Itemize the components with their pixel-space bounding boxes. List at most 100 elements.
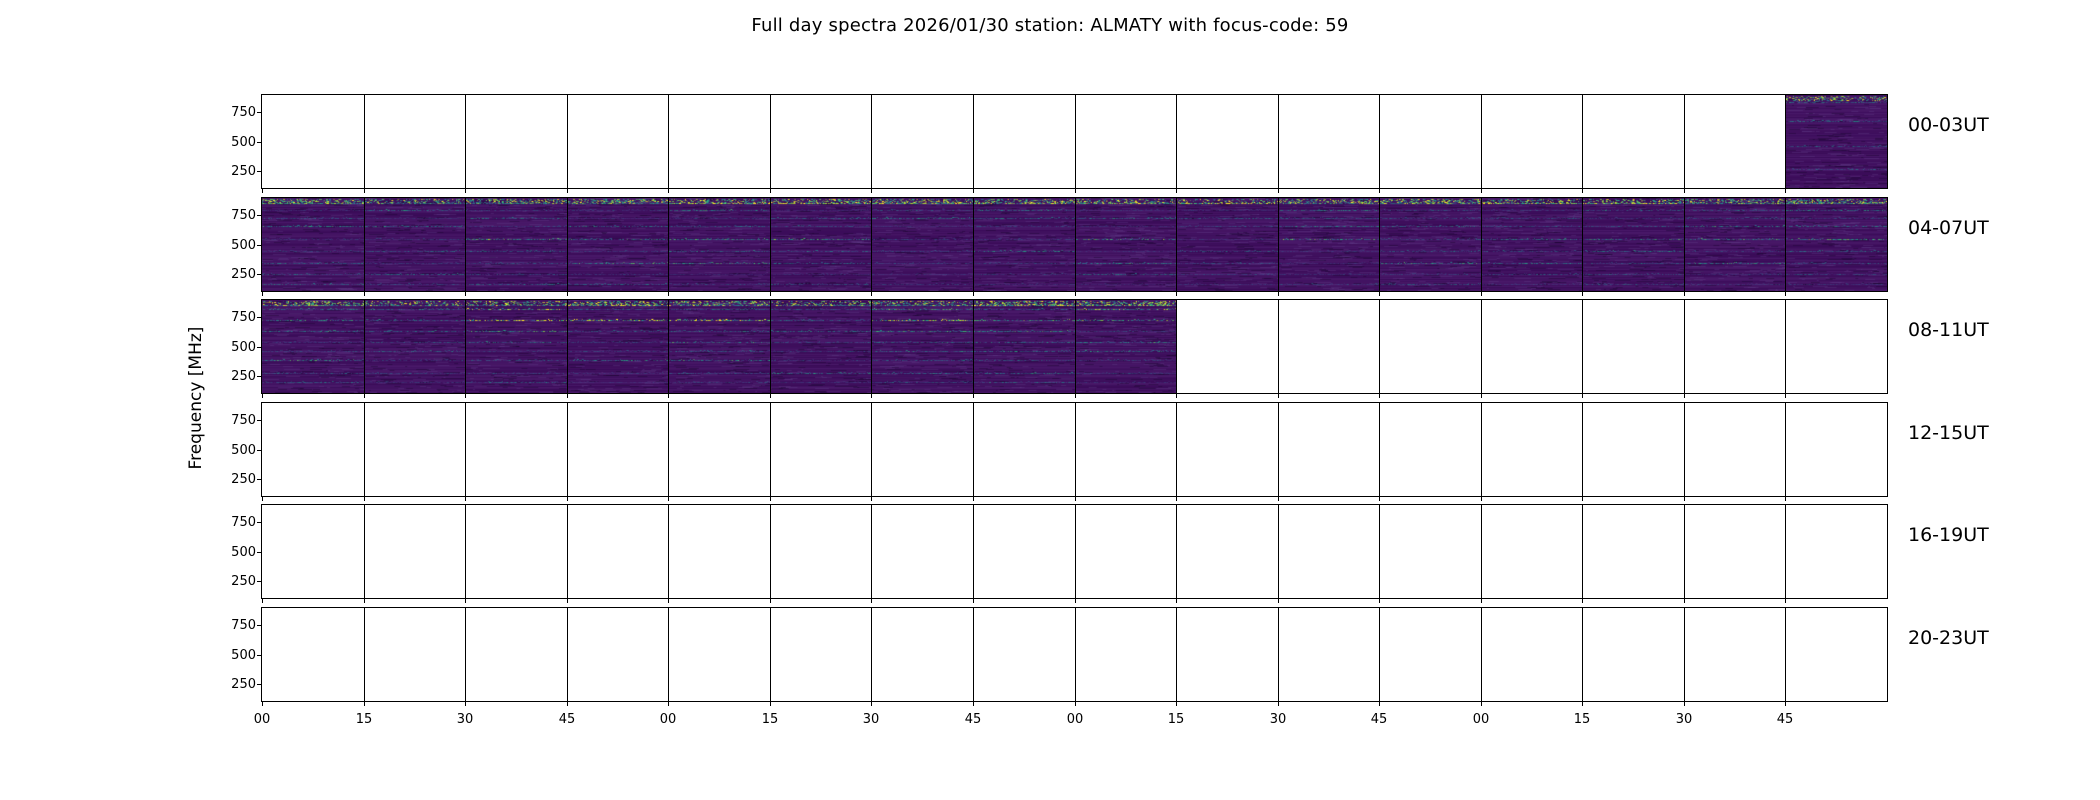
row-label: 08-11UT [1908, 319, 1989, 341]
x-tick-label: 15 [1167, 712, 1185, 727]
x-tick-label: 45 [558, 712, 576, 727]
x-tick-mark [465, 702, 466, 706]
x-tick-mark [1582, 394, 1583, 398]
x-tick-mark [364, 702, 365, 706]
empty-segment [1785, 608, 1887, 701]
spectrogram-segment [1480, 198, 1583, 291]
spectrogram-segment [1176, 198, 1278, 291]
x-tick-label: 00 [1066, 712, 1084, 727]
x-tick-mark [1684, 599, 1685, 603]
y-tick-label: 250 [231, 677, 256, 692]
spectrogram-segment [871, 300, 973, 393]
spectrogram-canvas [1481, 198, 1583, 291]
x-tick-mark [262, 497, 263, 501]
row-label: 20-23UT [1908, 627, 1989, 649]
empty-segment [1277, 95, 1380, 188]
spectrogram-canvas [973, 300, 1075, 393]
x-tick-mark [1176, 394, 1177, 398]
y-tick-label: 250 [231, 369, 256, 384]
x-tick-mark [1785, 189, 1786, 193]
empty-segment [1277, 300, 1380, 393]
x-tick-mark [1481, 189, 1482, 193]
x-tick-mark [1481, 394, 1482, 398]
y-tick-mark [257, 112, 261, 113]
x-tick-mark [668, 599, 669, 603]
spectrogram-canvas [770, 198, 872, 291]
x-tick-mark [465, 189, 466, 193]
spectrogram-segment [465, 198, 567, 291]
empty-segment [769, 608, 872, 701]
x-tick-label: 15 [1573, 712, 1591, 727]
x-tick-mark [871, 497, 872, 501]
x-tick-mark [1481, 497, 1482, 501]
empty-segment [1277, 403, 1380, 496]
x-tick-mark [1379, 702, 1380, 706]
y-axis-label: Frequency [MHz] [186, 326, 206, 470]
spectrogram-canvas [669, 300, 770, 393]
empty-segment [1176, 95, 1278, 188]
y-tick-mark [257, 684, 261, 685]
x-tick-label: 45 [964, 712, 982, 727]
y-tick-mark [257, 479, 261, 480]
x-tick-mark [262, 394, 263, 398]
x-tick-mark [871, 599, 872, 603]
empty-segment [1074, 505, 1177, 598]
spectrogram-segment [1582, 198, 1684, 291]
x-tick-mark [973, 497, 974, 501]
spectrogram-segment [363, 300, 466, 393]
spectrogram-segment [566, 198, 669, 291]
spectrogram-segment [566, 300, 669, 393]
spectra-row-00-03UT: 750 500 250 [231, 94, 1888, 189]
x-tick-mark [1379, 497, 1380, 501]
empty-segment [1074, 608, 1177, 701]
x-tick-mark [1075, 702, 1076, 706]
x-tick-mark [770, 292, 771, 296]
x-tick-mark [1176, 497, 1177, 501]
x-tick-mark [668, 702, 669, 706]
spectrogram-canvas [1583, 198, 1684, 291]
spectra-row-12-15UT: 750 500 250 [231, 402, 1888, 497]
y-tick-label: 750 [231, 413, 256, 428]
x-tick-mark [1785, 292, 1786, 296]
x-tick-mark [1684, 292, 1685, 296]
empty-segment [1176, 505, 1278, 598]
x-tick-mark [973, 702, 974, 706]
empty-segment [566, 403, 669, 496]
x-tick-mark [1684, 702, 1685, 706]
empty-segment [972, 403, 1075, 496]
spectrogram-segment [262, 198, 364, 291]
y-tick-label: 750 [231, 618, 256, 633]
x-tick-mark [567, 497, 568, 501]
empty-segment [1176, 608, 1278, 701]
x-tick-mark [1278, 599, 1279, 603]
y-tick-label: 500 [231, 545, 256, 560]
empty-segment [566, 95, 669, 188]
spectrogram-canvas [364, 300, 466, 393]
y-tick-mark [257, 215, 261, 216]
spectrogram-segment [465, 300, 567, 393]
spectrogram-canvas [1380, 198, 1481, 291]
spectrogram-canvas [1075, 198, 1177, 291]
empty-segment [871, 608, 973, 701]
empty-segment [1074, 403, 1177, 496]
x-tick-mark [567, 292, 568, 296]
x-tick-label: 30 [862, 712, 880, 727]
empty-segment [1683, 95, 1786, 188]
y-tick-mark [257, 625, 261, 626]
y-tick-mark [257, 317, 261, 318]
x-tick-mark [1379, 292, 1380, 296]
row-label: 04-07UT [1908, 217, 1989, 239]
empty-segment [1176, 300, 1278, 393]
x-tick-mark [668, 189, 669, 193]
row-label: 16-19UT [1908, 524, 1989, 546]
empty-segment [566, 608, 669, 701]
spectrogram-segment [769, 198, 872, 291]
spectrogram-canvas [973, 198, 1075, 291]
y-tick-mark [257, 552, 261, 553]
spectrogram-canvas [567, 198, 669, 291]
x-tick-mark [1176, 599, 1177, 603]
spectrogram-canvas [1075, 300, 1177, 393]
empty-segment [769, 95, 872, 188]
spectra-row-08-11UT: 750 500 250 [231, 299, 1888, 394]
spectrogram-segment [972, 300, 1075, 393]
